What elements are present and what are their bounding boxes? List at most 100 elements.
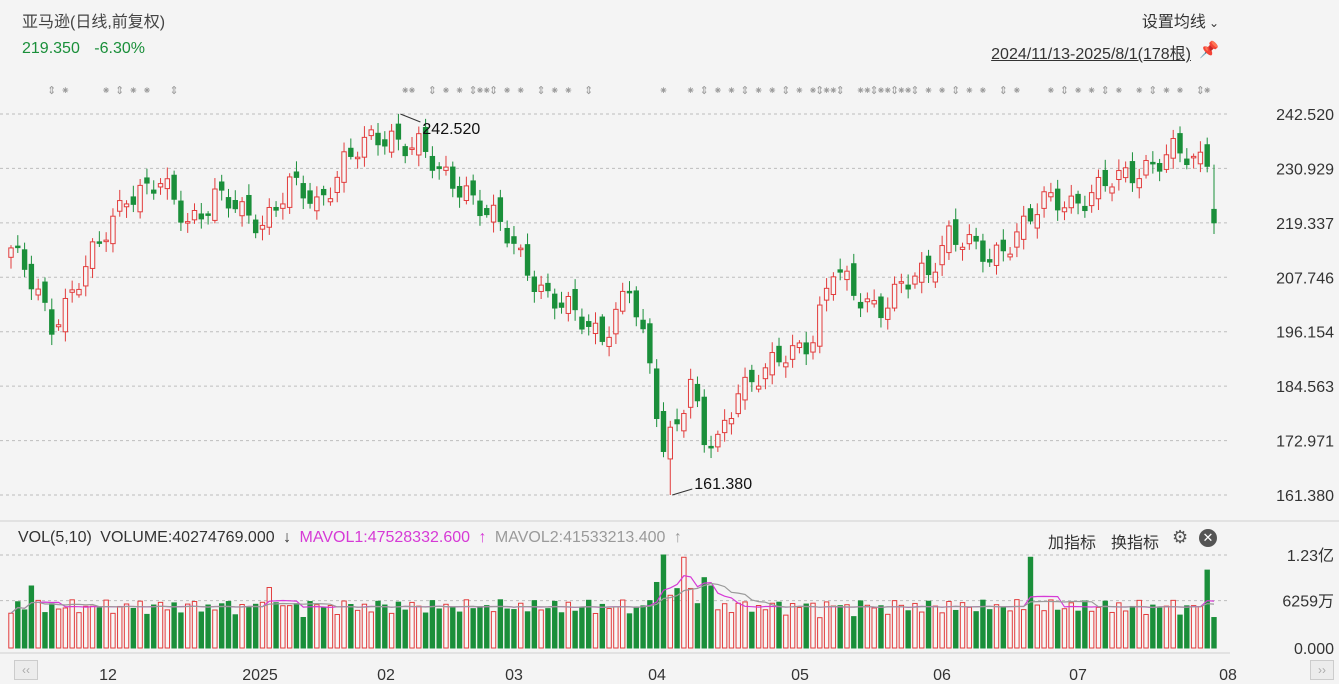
candlestick: [864, 292, 871, 313]
event-marker: ⁕: [686, 85, 695, 97]
candle-body: [599, 316, 606, 342]
volume-bar: [905, 610, 911, 649]
pin-icon[interactable]: 📌: [1199, 42, 1219, 59]
candle-body: [660, 410, 667, 452]
candlestick: [395, 114, 402, 151]
mavol1-arrow: ↑: [478, 529, 487, 546]
event-marker: ⁕: [550, 85, 559, 97]
event-marker: ⇕: [1196, 85, 1205, 97]
event-marker: ⁕: [795, 85, 804, 97]
volume-bar: [1109, 611, 1115, 649]
candlestick: [341, 142, 347, 193]
candle-body: [198, 213, 205, 220]
gear-icon[interactable]: ⚙: [1172, 527, 1189, 547]
candle-body: [878, 296, 884, 319]
candle-body: [721, 419, 728, 434]
candle-body: [361, 136, 368, 158]
candle-body: [891, 283, 898, 309]
candlestick: [1122, 161, 1129, 183]
candle-body: [388, 130, 395, 153]
volume-bar: [422, 612, 429, 649]
candle-body: [1170, 138, 1176, 159]
candlestick: [89, 238, 96, 279]
candle-body: [1000, 239, 1007, 252]
candlestick: [252, 214, 259, 239]
candlestick: [925, 249, 932, 283]
volume-value: VOLUME:40274769.000: [100, 529, 275, 546]
volume-bar: [1204, 569, 1210, 649]
candle-body: [49, 309, 55, 335]
volume-bar: [35, 599, 41, 649]
volume-bar: [891, 600, 898, 649]
candle-body: [103, 239, 109, 243]
candle-body: [178, 200, 184, 223]
event-marker: ⇕: [115, 85, 124, 97]
ma-setting-button[interactable]: 设置均线 ⌄: [1142, 8, 1219, 32]
candlestick: [1197, 141, 1204, 173]
annotation-pointer: [672, 488, 693, 496]
candlestick: [674, 408, 680, 432]
candlestick: [110, 208, 116, 253]
scroll-left-button[interactable]: ‹‹: [14, 660, 38, 680]
time-tick-label: 06: [933, 667, 951, 684]
event-marker: ⁕: [754, 85, 763, 97]
time-tick-label: 12: [99, 667, 117, 684]
event-marker: ⁕: [142, 85, 151, 97]
volume-bar: [212, 609, 218, 649]
volume-bar: [1041, 610, 1047, 649]
event-marker: ⇕: [469, 85, 478, 97]
volume-bar: [973, 611, 979, 649]
candlestick: [708, 435, 714, 459]
volume-bar: [42, 612, 48, 649]
candle-body: [151, 189, 157, 194]
candle-body: [579, 316, 585, 330]
candle-body: [1129, 161, 1136, 184]
volume-bar: [320, 607, 327, 649]
candlestick: [606, 326, 612, 357]
volume-bar: [953, 609, 959, 649]
candlestick: [769, 342, 775, 385]
last-price: 219.350: [22, 40, 80, 57]
event-marker: ⁕: [822, 85, 831, 97]
vol-indicator: VOL(5,10): [18, 529, 92, 546]
price-tick-label: 161.380: [1276, 488, 1334, 505]
volume-bar: [681, 556, 687, 649]
close-icon[interactable]: ✕: [1199, 529, 1217, 547]
candle-body: [225, 197, 232, 209]
candle-body: [450, 166, 456, 189]
candle-body: [42, 281, 48, 303]
volume-bar: [450, 607, 456, 649]
volume-bar: [375, 600, 381, 649]
candlestick: [919, 252, 925, 294]
candlestick: [579, 308, 585, 335]
candlestick: [191, 203, 198, 224]
volume-bar: [599, 603, 606, 649]
candle-body: [157, 183, 164, 188]
volume-bar: [830, 605, 837, 649]
candlestick: [1116, 159, 1122, 191]
volume-bar: [701, 577, 707, 649]
candlestick: [300, 175, 306, 210]
scroll-right-button[interactable]: ››: [1310, 660, 1334, 680]
price-tick-label: 172.971: [1276, 434, 1334, 451]
event-marker: ⁕: [516, 85, 525, 97]
volume-bar: [1095, 606, 1102, 649]
candle-body: [232, 199, 238, 210]
candle-body: [470, 180, 476, 196]
time-tick-label: 02: [377, 667, 395, 684]
candle-body: [762, 367, 769, 380]
event-marker: ⁕: [61, 85, 70, 97]
candlestick: [1054, 179, 1061, 221]
candlestick: [443, 155, 449, 176]
volume-bar: [647, 600, 653, 649]
volume-bar: [1034, 604, 1040, 649]
candlestick: [1190, 153, 1197, 169]
candle-body: [1061, 207, 1068, 213]
candle-body: [409, 147, 415, 150]
event-marker: ⁕: [1046, 85, 1055, 97]
add-indicator-button[interactable]: 加指标: [1048, 535, 1097, 552]
switch-indicator-button[interactable]: 换指标: [1111, 535, 1160, 552]
event-marker: ⁕: [883, 85, 892, 97]
candlestick: [626, 281, 633, 304]
